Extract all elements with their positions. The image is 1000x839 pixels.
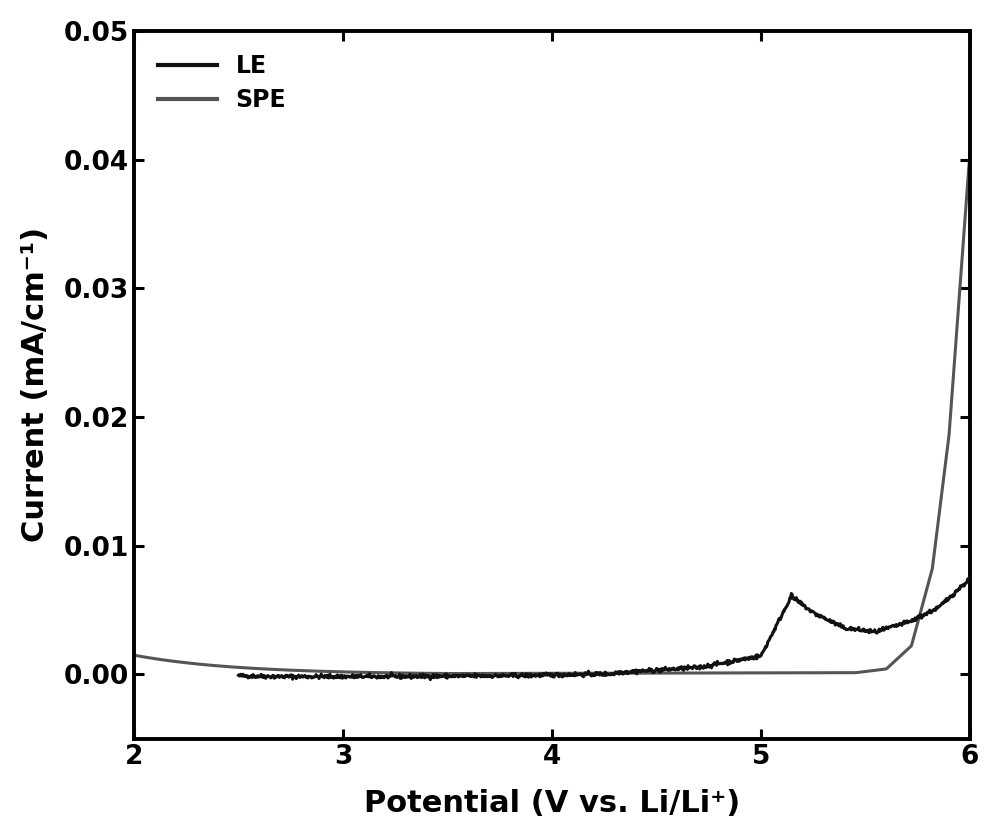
Y-axis label: Current (mA/cm⁻¹): Current (mA/cm⁻¹) <box>21 227 50 542</box>
LE <box>307 672 319 682</box>
SPE <box>636 668 648 678</box>
X-axis label: Potential (V vs. Li/Li⁺): Potential (V vs. Li/Li⁺) <box>364 789 740 818</box>
LE <box>232 670 244 680</box>
LE <box>555 670 567 680</box>
LE <box>736 655 748 665</box>
SPE <box>964 146 976 156</box>
Legend: LE, SPE: LE, SPE <box>146 43 298 123</box>
LE <box>804 605 816 615</box>
SPE <box>662 668 674 678</box>
LE <box>964 573 976 583</box>
SPE <box>179 658 191 668</box>
SPE <box>128 650 140 660</box>
Line: LE: LE <box>238 578 970 680</box>
SPE <box>615 668 627 678</box>
Line: SPE: SPE <box>134 151 970 674</box>
SPE <box>763 668 775 678</box>
SPE <box>849 668 861 678</box>
SPE <box>442 669 454 679</box>
LE <box>529 670 541 680</box>
LE <box>817 612 829 623</box>
LE <box>424 675 436 685</box>
